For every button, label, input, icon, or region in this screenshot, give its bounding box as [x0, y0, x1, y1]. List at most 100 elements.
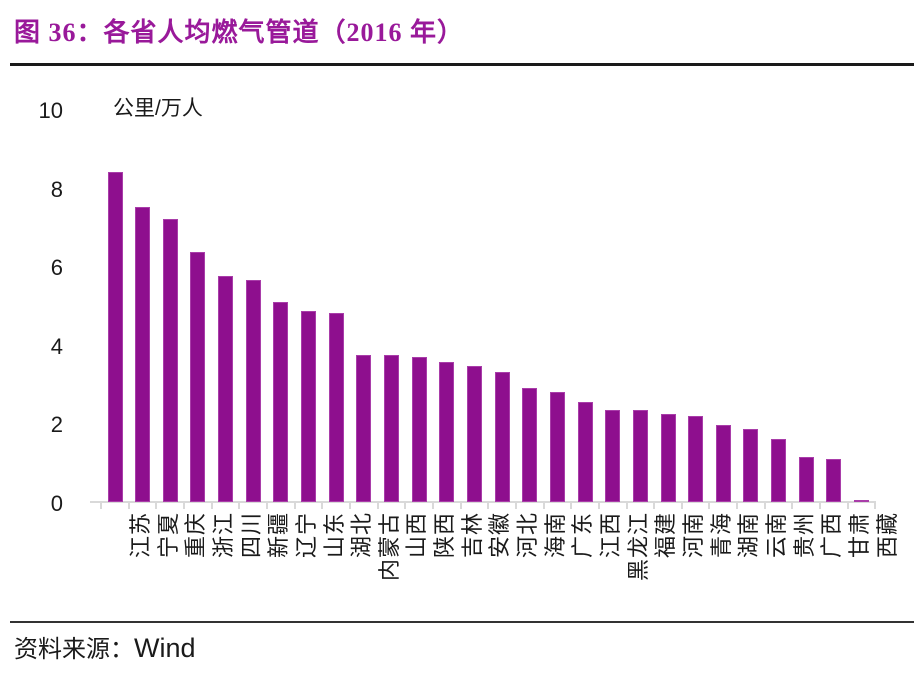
bar-陕西: [411, 357, 427, 502]
x-axis-tick: [542, 503, 545, 509]
x-tick-label-湖北: 湖北: [349, 512, 375, 559]
x-tick-label-福建: 福建: [653, 512, 679, 559]
y-tick-label-4: 4: [50, 333, 63, 359]
bar-内蒙古: [356, 355, 372, 502]
x-tick-label-重庆: 重庆: [183, 512, 209, 559]
x-tick-label-海南: 海南: [542, 512, 568, 559]
x-tick-label-江西: 江西: [598, 512, 624, 559]
bar-海南: [522, 388, 538, 502]
x-tick-label-山东: 山东: [321, 512, 347, 559]
x-tick-label-浙江: 浙江: [210, 512, 236, 559]
y-axis-unit-label: 公里/万人: [113, 97, 203, 120]
x-tick-label-陕西: 陕西: [432, 512, 458, 559]
x-axis-tick: [570, 503, 573, 509]
x-tick-label-江苏: 江苏: [128, 512, 153, 559]
x-tick-label-四川: 四川: [238, 512, 264, 559]
x-axis-tick: [874, 503, 877, 509]
x-axis-tick: [653, 503, 656, 509]
x-axis-tick: [431, 503, 434, 509]
x-axis-tick: [127, 503, 130, 509]
bar-四川: [218, 276, 234, 502]
x-axis-tick: [349, 503, 352, 509]
bar-贵州: [771, 439, 787, 502]
y-tick-label-6: 6: [50, 255, 63, 281]
x-tick-label-宁夏: 宁夏: [155, 512, 181, 559]
x-tick-label-甘肃: 甘肃: [846, 512, 872, 559]
figure-title: 图 36：各省人均燃气管道（2016 年）: [14, 18, 465, 47]
x-axis-tick: [238, 503, 241, 509]
x-tick-label-河南: 河南: [681, 512, 706, 559]
bar-山东: [301, 311, 317, 502]
x-tick-label-安徽: 安徽: [487, 512, 513, 559]
bar-福建: [632, 410, 648, 502]
x-tick-label-山西: 山西: [404, 512, 430, 559]
source-line: 资料来源：Wind: [14, 629, 196, 664]
x-tick-label-河北: 河北: [515, 512, 541, 559]
x-axis-tick: [404, 503, 407, 509]
bar-青海: [688, 416, 704, 502]
x-axis-tick: [514, 503, 517, 509]
bar-广东: [549, 392, 565, 502]
source-value: Wind: [134, 633, 196, 663]
x-axis-tick: [183, 503, 186, 509]
bar-宁夏: [135, 207, 151, 502]
x-axis-tick: [376, 503, 379, 509]
x-tick-label-黑龙江: 黑龙江: [625, 512, 651, 582]
x-tick-label-广东: 广东: [570, 512, 596, 559]
x-axis-tick: [293, 503, 296, 509]
x-tick-label-湖南: 湖南: [736, 512, 762, 559]
x-tick-label-内蒙古: 内蒙古: [376, 512, 402, 582]
title-divider: [10, 63, 914, 66]
y-tick-label-10: 10: [38, 98, 63, 123]
x-axis-tick: [100, 503, 103, 509]
bar-江苏: [107, 172, 123, 502]
y-tick-label-8: 8: [50, 176, 63, 202]
bar-山西: [384, 355, 399, 502]
x-axis-tick: [487, 503, 490, 509]
y-tick-label-0: 0: [50, 491, 63, 516]
bar-黑龙江: [605, 410, 621, 502]
x-axis-tick: [819, 503, 822, 509]
x-axis-tick: [266, 503, 269, 509]
x-tick-label-新疆: 新疆: [266, 512, 292, 559]
bar-江西: [577, 402, 593, 502]
bar-广西: [798, 457, 814, 502]
x-axis-tick: [846, 503, 849, 509]
x-axis-tick: [736, 503, 739, 509]
bar-河南: [660, 414, 676, 502]
bar-甘肃: [826, 459, 842, 502]
bar-吉林: [439, 362, 455, 502]
bar-重庆: [162, 219, 178, 502]
bar-新疆: [245, 280, 261, 502]
x-tick-label-贵州: 贵州: [791, 512, 817, 559]
x-tick-label-辽宁: 辽宁: [293, 512, 319, 559]
x-axis-tick: [321, 503, 324, 509]
x-tick-label-西藏: 西藏: [874, 512, 900, 559]
x-axis-tick: [625, 503, 628, 509]
x-axis-tick: [763, 503, 766, 509]
x-tick-label-吉林: 吉林: [459, 512, 485, 559]
x-axis-tick: [680, 503, 683, 509]
bar-安徽: [466, 366, 482, 502]
x-tick-label-青海: 青海: [708, 512, 734, 559]
x-tick-label-广西: 广西: [819, 512, 845, 559]
bar-西藏: [854, 500, 870, 502]
x-axis-tick: [708, 503, 711, 509]
bar-辽宁: [273, 302, 289, 502]
bar-湖南: [715, 425, 731, 502]
x-axis-tick: [155, 503, 158, 509]
bar-湖北: [328, 313, 344, 502]
x-axis-tick: [459, 503, 462, 509]
y-tick-label-2: 2: [50, 412, 63, 438]
x-axis-line: [90, 501, 876, 503]
x-axis-tick: [791, 503, 794, 509]
source-label: 资料来源：: [14, 637, 134, 663]
bar-河北: [494, 372, 510, 502]
bar-浙江: [190, 252, 206, 502]
x-axis-tick: [210, 503, 213, 509]
footer-divider: [10, 621, 914, 623]
bar-云南: [743, 429, 759, 502]
x-axis-tick: [597, 503, 600, 509]
x-tick-label-云南: 云南: [763, 512, 789, 559]
